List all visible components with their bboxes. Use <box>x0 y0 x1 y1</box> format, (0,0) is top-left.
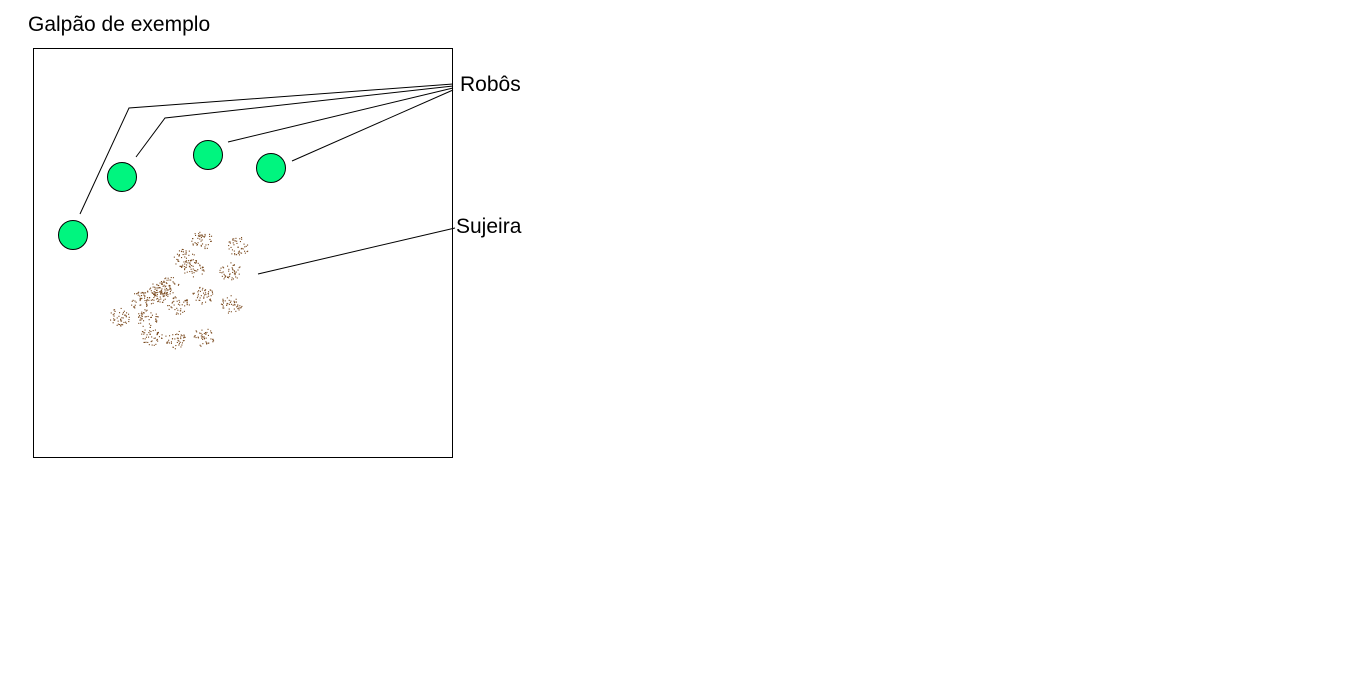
dirt-patch <box>141 329 163 346</box>
dirt-patch <box>228 237 249 256</box>
dirt-patch <box>159 277 180 295</box>
robots-label: Robôs <box>460 73 521 96</box>
robot-leader-line <box>79 83 454 215</box>
robot-leader-line <box>135 85 454 158</box>
dirt-patch <box>191 231 213 250</box>
dirt-patch <box>193 328 215 347</box>
dirt-label: Sujeira <box>456 215 522 238</box>
dirt-patch <box>220 295 243 314</box>
diagram-title: Galpão de exemplo <box>28 13 211 36</box>
dirt-patch <box>167 296 190 315</box>
dirt-patch <box>184 259 205 278</box>
robot <box>256 153 286 183</box>
robot <box>58 220 88 250</box>
dirt-patch <box>192 286 214 305</box>
dirt-patch <box>219 262 241 281</box>
dirt-leader-line <box>257 227 456 275</box>
dirt-patch <box>138 309 159 328</box>
robot-leader-lines <box>79 83 454 215</box>
robot <box>193 140 223 170</box>
dirt-patch <box>146 286 166 305</box>
dirt-patch <box>131 291 150 309</box>
robot <box>107 162 137 192</box>
dirt-patch <box>165 330 186 350</box>
dirt-patch <box>110 307 130 327</box>
robot-leader-line <box>227 87 454 143</box>
robot-leader-line <box>291 89 454 162</box>
robots <box>58 140 286 250</box>
warehouse-border <box>33 48 453 458</box>
dirt-area <box>110 231 249 350</box>
